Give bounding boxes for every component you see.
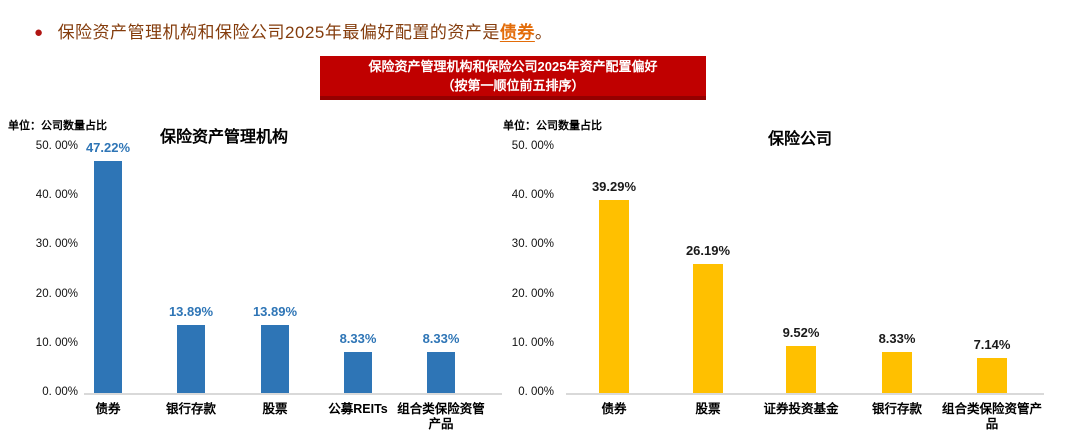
y-axis-tick-label: 30. 00% xyxy=(35,238,78,251)
x-axis-category-label: 股票 xyxy=(695,402,721,416)
y-axis-tick-label: 20. 00% xyxy=(511,287,554,300)
bar-组合类保险资管产品 xyxy=(977,358,1007,393)
bar-value-label: 26.19% xyxy=(685,243,731,258)
headline-text: 保险资产管理机构和保险公司2025年最偏好配置的资产是 xyxy=(57,23,500,42)
y-axis-tick-label: 30. 00% xyxy=(511,238,554,251)
x-axis-category-label: 股票 xyxy=(262,402,288,416)
x-axis-category-label: 公募REITs xyxy=(328,402,388,416)
chart-title: 保险资产管理机构 xyxy=(159,129,289,146)
y-axis-tick-label: 10. 00% xyxy=(35,336,78,349)
bar-value-label: 13.89% xyxy=(252,304,298,319)
x-axis-category-label: 债券 xyxy=(95,402,121,416)
bar-债券 xyxy=(94,161,122,393)
y-axis-tick-label: 40. 00% xyxy=(35,189,78,202)
unit-label: 单位：公司数量占比 xyxy=(503,120,602,132)
bar-value-label: 39.29% xyxy=(591,179,637,194)
headline-period: 。 xyxy=(534,23,553,42)
bar-公募REITs xyxy=(344,352,372,393)
bar-银行存款 xyxy=(882,352,912,393)
bar-value-label: 13.89% xyxy=(168,304,214,319)
y-axis-tick-label: 50. 00% xyxy=(511,140,554,152)
x-axis-category-label: 组合类保险资管产品 xyxy=(941,402,1042,431)
headline-highlight-bond: 债券 xyxy=(499,23,535,42)
y-axis-tick-label: 0. 00% xyxy=(42,386,78,398)
bar-value-label: 47.22% xyxy=(85,140,131,155)
bullet-icon: ● xyxy=(34,24,44,41)
banner-line2: （按第一顺位前五排序） xyxy=(441,78,585,93)
bar-证券投资基金 xyxy=(786,346,816,393)
y-axis-tick-label: 0. 00% xyxy=(518,386,554,398)
bar-value-label: 8.33% xyxy=(339,331,377,346)
x-axis-category-label: 组合类保险资管产品 xyxy=(397,402,485,431)
bar-value-label: 8.33% xyxy=(878,331,916,346)
x-axis-category-label: 证券投资基金 xyxy=(763,402,839,416)
bar-债券 xyxy=(599,200,629,393)
x-axis-category-label: 债券 xyxy=(601,402,627,416)
bar-组合类保险资管产品 xyxy=(427,352,455,393)
x-axis-category-label: 银行存款 xyxy=(165,402,216,416)
chart-banner-title: 保险资产管理机构和保险公司2025年资产配置偏好 （按第一顺位前五排序） xyxy=(320,56,706,100)
headline: ● 保险资产管理机构和保险公司2025年最偏好配置的资产是债券。 xyxy=(34,18,552,43)
bar-股票 xyxy=(693,264,723,393)
banner-line1: 保险资产管理机构和保险公司2025年资产配置偏好 xyxy=(368,59,658,74)
y-axis-tick-label: 40. 00% xyxy=(511,189,554,202)
bar-value-label: 9.52% xyxy=(782,325,820,340)
bar-股票 xyxy=(261,325,289,393)
y-axis-tick-label: 10. 00% xyxy=(511,336,554,349)
bar-value-label: 8.33% xyxy=(422,331,460,346)
x-axis-line xyxy=(566,393,1044,395)
x-axis-category-label: 银行存款 xyxy=(871,402,922,416)
y-axis-tick-label: 20. 00% xyxy=(35,287,78,300)
chart-title: 保险公司 xyxy=(767,131,833,148)
bar-value-label: 7.14% xyxy=(973,337,1011,352)
unit-label: 单位：公司数量占比 xyxy=(8,120,107,132)
bar-银行存款 xyxy=(177,325,205,393)
x-axis-line xyxy=(84,393,502,395)
y-axis-tick-label: 50. 00% xyxy=(35,140,78,152)
